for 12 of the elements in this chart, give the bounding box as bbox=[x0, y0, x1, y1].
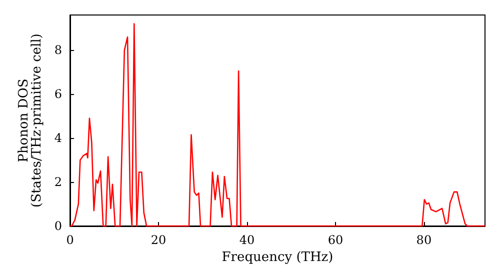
x-tick-label: 60 bbox=[328, 233, 344, 247]
x-tick-label: 80 bbox=[416, 233, 432, 247]
y-tick-label: 2 bbox=[54, 175, 62, 190]
y-tick-label: 4 bbox=[54, 131, 62, 146]
x-tick-label: 20 bbox=[150, 233, 166, 247]
y-tick-label: 0 bbox=[54, 219, 62, 233]
x-tick-label: 0 bbox=[66, 233, 74, 247]
y-tick-label: 8 bbox=[54, 43, 62, 58]
y-axis-title: Phonon DOS (States/THz·primitive cell) bbox=[16, 33, 44, 208]
x-axis-title: Frequency (THz) bbox=[222, 250, 334, 265]
x-tick-label: 40 bbox=[239, 233, 255, 247]
y-tick-label: 6 bbox=[54, 87, 62, 102]
